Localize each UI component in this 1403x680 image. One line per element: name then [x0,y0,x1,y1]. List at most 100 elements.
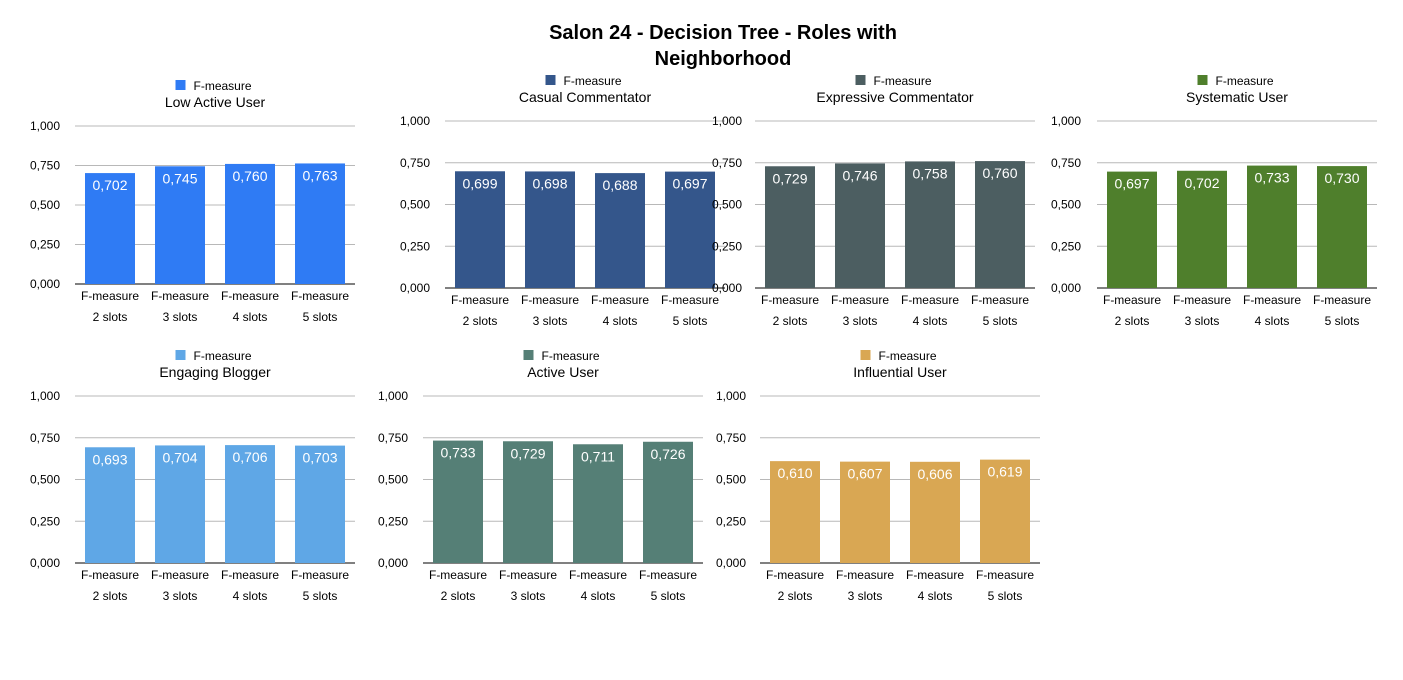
data-label: 0,698 [532,175,567,191]
x-tick-label: 5 slots [988,589,1023,603]
bar [665,171,715,288]
x-tick-label: F-measure [499,568,557,582]
y-tick-label: 0,000 [30,277,60,291]
legend-label: F-measure [194,349,252,363]
x-tick-label: 3 slots [848,589,883,603]
y-tick-label: 0,750 [712,156,742,170]
bar [503,441,553,563]
x-tick-label: F-measure [976,568,1034,582]
x-tick-label: 3 slots [511,589,546,603]
y-tick-label: 0,000 [716,556,746,570]
y-tick-label: 0,250 [30,514,60,528]
bar [975,161,1025,288]
bar [85,447,135,563]
y-tick-label: 0,000 [30,556,60,570]
x-tick-label: F-measure [1173,293,1231,307]
chart-title: Casual Commentator [519,89,652,105]
y-tick-label: 0,250 [378,514,408,528]
data-label: 0,702 [1184,175,1219,191]
chart-title: Low Active User [165,94,266,110]
bar [573,444,623,563]
bar [910,461,960,563]
bar [980,459,1030,563]
x-tick-label: 5 slots [651,589,686,603]
x-tick-label: F-measure [151,289,209,303]
bar [770,461,820,563]
x-tick-label: 3 slots [843,314,878,328]
legend-swatch [175,350,186,360]
x-tick-label: F-measure [429,568,487,582]
legend-label: F-measure [879,349,937,363]
data-label: 0,697 [1114,176,1149,192]
bar [1107,171,1157,288]
legend-label: F-measure [874,74,932,88]
legend-swatch [523,350,534,360]
x-tick-label: F-measure [81,289,139,303]
bar [155,166,205,284]
x-tick-label: 4 slots [233,310,268,324]
x-tick-label: F-measure [906,568,964,582]
data-label: 0,729 [510,445,545,461]
data-label: 0,619 [987,464,1022,480]
x-tick-label: 4 slots [581,589,616,603]
bar [643,441,693,563]
x-tick-label: F-measure [661,293,719,307]
data-label: 0,693 [92,451,127,467]
data-label: 0,730 [1324,170,1359,186]
y-tick-label: 1,000 [378,389,408,403]
x-tick-label: F-measure [971,293,1029,307]
x-tick-label: 3 slots [163,589,198,603]
legend-swatch [175,80,186,90]
data-label: 0,610 [777,465,812,481]
chart-title: Active User [527,364,599,380]
x-tick-label: 4 slots [1255,314,1290,328]
x-tick-label: F-measure [221,289,279,303]
y-tick-label: 0,500 [400,198,430,212]
bar [765,166,815,288]
x-tick-label: F-measure [1313,293,1371,307]
data-label: 0,711 [581,448,615,464]
legend-swatch [860,350,871,360]
data-label: 0,733 [1254,170,1289,186]
y-tick-label: 0,250 [716,514,746,528]
x-tick-label: 2 slots [463,314,498,328]
y-tick-label: 1,000 [716,389,746,403]
data-label: 0,607 [847,466,882,482]
legend-label: F-measure [1216,74,1274,88]
data-label: 0,697 [672,176,707,192]
x-tick-label: 2 slots [1115,314,1150,328]
x-tick-label: 3 slots [1185,314,1220,328]
y-tick-label: 1,000 [1051,114,1081,128]
x-tick-label: 4 slots [233,589,268,603]
x-tick-label: F-measure [901,293,959,307]
x-tick-label: 5 slots [673,314,708,328]
y-tick-label: 0,000 [1051,281,1081,295]
legend-label: F-measure [542,349,600,363]
page-title: Salon 24 - Decision Tree - Roles with Ne… [0,20,1403,72]
x-tick-label: 2 slots [441,589,476,603]
y-tick-label: 1,000 [400,114,430,128]
y-tick-label: 0,500 [30,473,60,487]
y-tick-label: 0,250 [712,239,742,253]
y-tick-label: 0,250 [30,238,60,252]
y-tick-label: 0,750 [378,431,408,445]
x-tick-label: 4 slots [603,314,638,328]
data-label: 0,704 [162,449,197,465]
x-tick-label: 5 slots [983,314,1018,328]
x-tick-label: 5 slots [303,310,338,324]
y-tick-label: 0,500 [1051,198,1081,212]
bar [595,173,645,288]
legend-swatch [1197,75,1208,85]
x-tick-label: 5 slots [303,589,338,603]
data-label: 0,703 [302,450,337,466]
y-tick-label: 0,500 [30,198,60,212]
bar [905,161,955,288]
chart-title: Engaging Blogger [159,364,271,380]
y-tick-label: 0,500 [378,473,408,487]
bar [85,173,135,284]
x-tick-label: F-measure [81,568,139,582]
bar [295,445,345,563]
